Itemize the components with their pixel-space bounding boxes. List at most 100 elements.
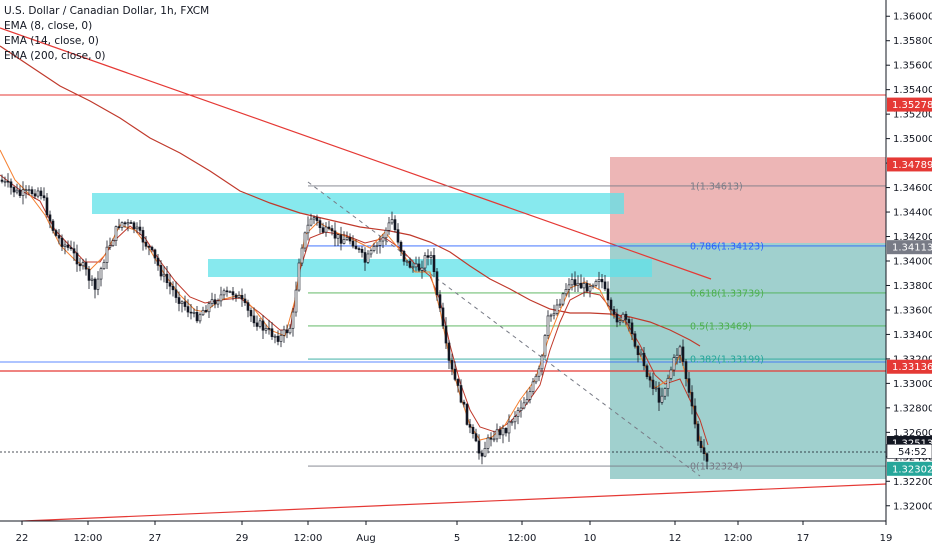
candle-body (414, 263, 418, 268)
candle-body (351, 240, 355, 247)
candle-body (231, 291, 235, 296)
candle-body (135, 226, 139, 230)
candle-body (45, 197, 49, 216)
candle-body (342, 239, 346, 244)
candle-body (504, 427, 508, 434)
candle-body (702, 447, 706, 454)
legend-ema-14[interactable]: EMA (14, close, 0) (4, 35, 99, 47)
y-tick-label: 1.35800 (893, 36, 932, 47)
fib-level-label: 0.5(1.33469) (690, 321, 752, 332)
candle-body (435, 271, 439, 295)
candle-body (156, 257, 160, 266)
candle-body (15, 189, 19, 193)
price-tag-label: 1.34789 (892, 160, 932, 171)
candle-body (201, 309, 205, 316)
descending-trendline[interactable] (0, 27, 712, 280)
candle-body (339, 234, 343, 244)
candle-body (705, 453, 709, 462)
legend-ema-200[interactable]: EMA (200, close, 0) (4, 50, 106, 62)
y-tick-label: 1.35200 (893, 110, 932, 121)
y-tick-label: 1.34000 (893, 257, 932, 268)
candle-body (363, 252, 367, 263)
candle-body (210, 299, 214, 304)
symbol-title[interactable]: U.S. Dollar / Canadian Dollar, 1h, FXCM (4, 5, 210, 17)
candle-body (48, 214, 52, 222)
candle-body (297, 262, 301, 291)
candle-body (261, 320, 265, 331)
ascending-trendline[interactable] (0, 483, 887, 523)
candle-body (102, 262, 106, 269)
time-axis[interactable]: 22 12:00 27 29 12:00 Aug 5 12:00 10 12 12:00 17 19 (16, 521, 893, 544)
candle-body (168, 282, 172, 287)
candle-body (453, 368, 457, 380)
price-tags: 1.35278 1.34789 1.34113 1.33136 1.3251354:52… (886, 97, 932, 476)
candle-body (633, 333, 637, 347)
y-tick-label: 1.35000 (893, 134, 932, 145)
candle-body (381, 237, 385, 242)
candle-body (255, 322, 259, 327)
candle-body (588, 286, 592, 292)
candle-body (330, 228, 334, 232)
candle-body (300, 247, 304, 264)
candle-body (24, 189, 28, 192)
candle-body (171, 285, 175, 291)
candle-body (450, 360, 454, 370)
candle-body (423, 255, 427, 269)
candle-body (324, 226, 328, 233)
candle-body (537, 368, 541, 377)
candle-body (618, 320, 622, 323)
candle-body (327, 226, 331, 229)
candle-body (93, 278, 97, 290)
candle-body (483, 448, 487, 457)
x-tick-label: Aug (356, 533, 376, 544)
candle-body (579, 282, 583, 289)
candle-body (591, 284, 595, 287)
candle-body (21, 189, 25, 196)
y-tick-label: 1.34200 (893, 232, 932, 243)
candle-body (348, 237, 352, 242)
candle-body (405, 260, 409, 263)
candle-body (462, 401, 466, 405)
candle-body (372, 246, 376, 251)
candle-body (243, 298, 247, 303)
candle-body (594, 281, 598, 286)
candle-body (153, 249, 157, 259)
candle-body (411, 266, 415, 269)
candle-body (609, 299, 613, 310)
candle-body (54, 230, 58, 236)
candle-body (294, 289, 298, 313)
candle-body (675, 354, 679, 358)
candle-body (162, 273, 166, 277)
candle-body (81, 262, 85, 267)
candle-body (105, 246, 109, 263)
y-tick-label: 1.35600 (893, 61, 932, 72)
chart-legend: U.S. Dollar / Canadian Dollar, 1h, FXCM … (4, 4, 209, 64)
fib-level-label: 1(1.34613) (690, 181, 743, 192)
candle-body (636, 346, 640, 356)
y-tick-label: 1.32600 (893, 428, 932, 439)
x-tick-label: 12 (669, 533, 682, 544)
y-tick-label: 1.33600 (893, 305, 932, 316)
legend-ema-8[interactable]: EMA (8, close, 0) (4, 20, 93, 32)
candle-body (291, 311, 295, 329)
x-tick-label: 29 (236, 533, 249, 544)
candle-body (630, 322, 634, 335)
candle-body (663, 388, 667, 397)
candle-body (375, 245, 379, 247)
fib-level-label: 0.786(1.34123) (690, 241, 764, 252)
x-tick-label: 12:00 (74, 533, 103, 544)
candle-body (69, 247, 73, 250)
candle-body (378, 240, 382, 246)
candle-body (456, 379, 460, 386)
candle-body (228, 291, 232, 293)
candle-body (147, 246, 151, 248)
candle-body (552, 313, 556, 316)
fibonacci-retracement[interactable]: 1(1.34613) 0.786(1.34123) 0.618(1.33739) 0.… (308, 181, 886, 473)
candle-body (192, 312, 196, 314)
candle-body (108, 245, 112, 248)
candle-body (459, 385, 463, 403)
candle-body (681, 346, 685, 362)
candle-body (612, 309, 616, 315)
candle-body (111, 240, 115, 246)
